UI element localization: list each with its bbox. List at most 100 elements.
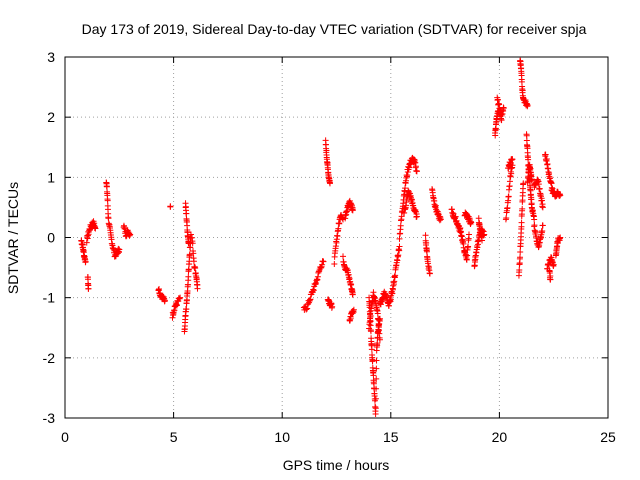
data-point [349, 207, 356, 214]
data-point [498, 117, 505, 124]
data-point [519, 205, 526, 212]
data-point [375, 316, 382, 323]
data-point [465, 231, 472, 238]
x-axis-label: GPS time / hours [283, 457, 390, 473]
data-point [547, 276, 554, 283]
chart-title: Day 173 of 2019, Sidereal Day-to-day VTE… [82, 21, 587, 37]
axis-ticks [64, 56, 609, 419]
data-point [372, 411, 379, 418]
data-point [190, 258, 197, 265]
data-point [104, 197, 111, 204]
data-point [185, 266, 192, 273]
data-point [531, 216, 538, 223]
data-point [404, 169, 411, 176]
data-point [503, 215, 510, 222]
data-point [519, 87, 526, 94]
data-point [372, 405, 379, 412]
data-point [161, 297, 168, 304]
data-point [367, 312, 374, 319]
data-point [506, 178, 513, 185]
x-tick-label: 10 [274, 429, 290, 445]
data-point [396, 243, 403, 250]
data-point [426, 270, 433, 277]
data-point [422, 232, 429, 239]
data-point [373, 365, 380, 372]
data-point [368, 346, 375, 353]
data-point [186, 251, 193, 258]
data-point [538, 197, 545, 204]
y-axis-label: SDTVAR / TECUs [5, 182, 21, 294]
y-tick-label: -1 [43, 290, 56, 306]
x-tick-label: 0 [61, 429, 69, 445]
data-point [395, 252, 402, 259]
data-point [550, 261, 557, 268]
y-tick-label: 1 [47, 169, 55, 185]
data-point [504, 204, 511, 211]
data-point [92, 225, 99, 232]
data-point [397, 222, 404, 229]
data-point [516, 266, 523, 273]
data-point [187, 231, 194, 238]
y-tick-label: -3 [43, 410, 56, 426]
y-tick-label: 2 [47, 109, 55, 125]
data-points [78, 57, 564, 418]
data-point [509, 156, 516, 163]
data-point [539, 228, 546, 235]
data-point [194, 285, 201, 292]
data-point [517, 249, 524, 256]
data-point [169, 314, 176, 321]
data-point [320, 258, 327, 265]
data-point [494, 96, 501, 103]
data-point [373, 375, 380, 382]
data-point [557, 192, 564, 199]
data-point [475, 238, 482, 245]
data-point [185, 273, 192, 280]
data-point [524, 102, 531, 109]
data-point [404, 172, 411, 179]
data-point [528, 177, 535, 184]
data-point [517, 254, 524, 261]
data-point [167, 203, 174, 210]
data-point [105, 215, 112, 222]
data-point [464, 252, 471, 259]
data-point [465, 243, 472, 250]
data-point [508, 170, 515, 177]
data-point [326, 180, 333, 187]
data-point [505, 193, 512, 200]
data-point [557, 234, 564, 241]
data-point [468, 219, 475, 226]
data-point [183, 306, 190, 313]
data-point [85, 285, 92, 292]
data-point [189, 240, 196, 247]
data-point [331, 260, 338, 267]
data-point [370, 289, 377, 296]
data-point [539, 204, 546, 211]
data-point [373, 385, 380, 392]
data-point [177, 294, 184, 301]
data-point [127, 231, 134, 238]
data-point [372, 395, 379, 402]
y-tick-label: 0 [47, 230, 55, 246]
x-tick-label: 20 [492, 429, 508, 445]
data-point [539, 222, 546, 229]
x-tick-labels: 0 5 10 15 20 25 [61, 429, 616, 445]
data-point [437, 216, 444, 223]
data-point [479, 237, 486, 244]
data-point [520, 180, 527, 187]
data-point [531, 222, 538, 229]
data-point [103, 183, 110, 190]
data-point [192, 265, 199, 272]
data-point [543, 156, 550, 163]
data-point [474, 244, 481, 251]
data-point [452, 213, 459, 220]
y-tick-label: -2 [43, 350, 56, 366]
data-point [373, 357, 380, 364]
data-point [83, 239, 90, 246]
data-point [396, 235, 403, 242]
data-point [402, 185, 409, 192]
x-tick-label: 15 [383, 429, 399, 445]
data-point [329, 303, 336, 310]
data-point [376, 336, 383, 343]
x-tick-label: 5 [170, 429, 178, 445]
